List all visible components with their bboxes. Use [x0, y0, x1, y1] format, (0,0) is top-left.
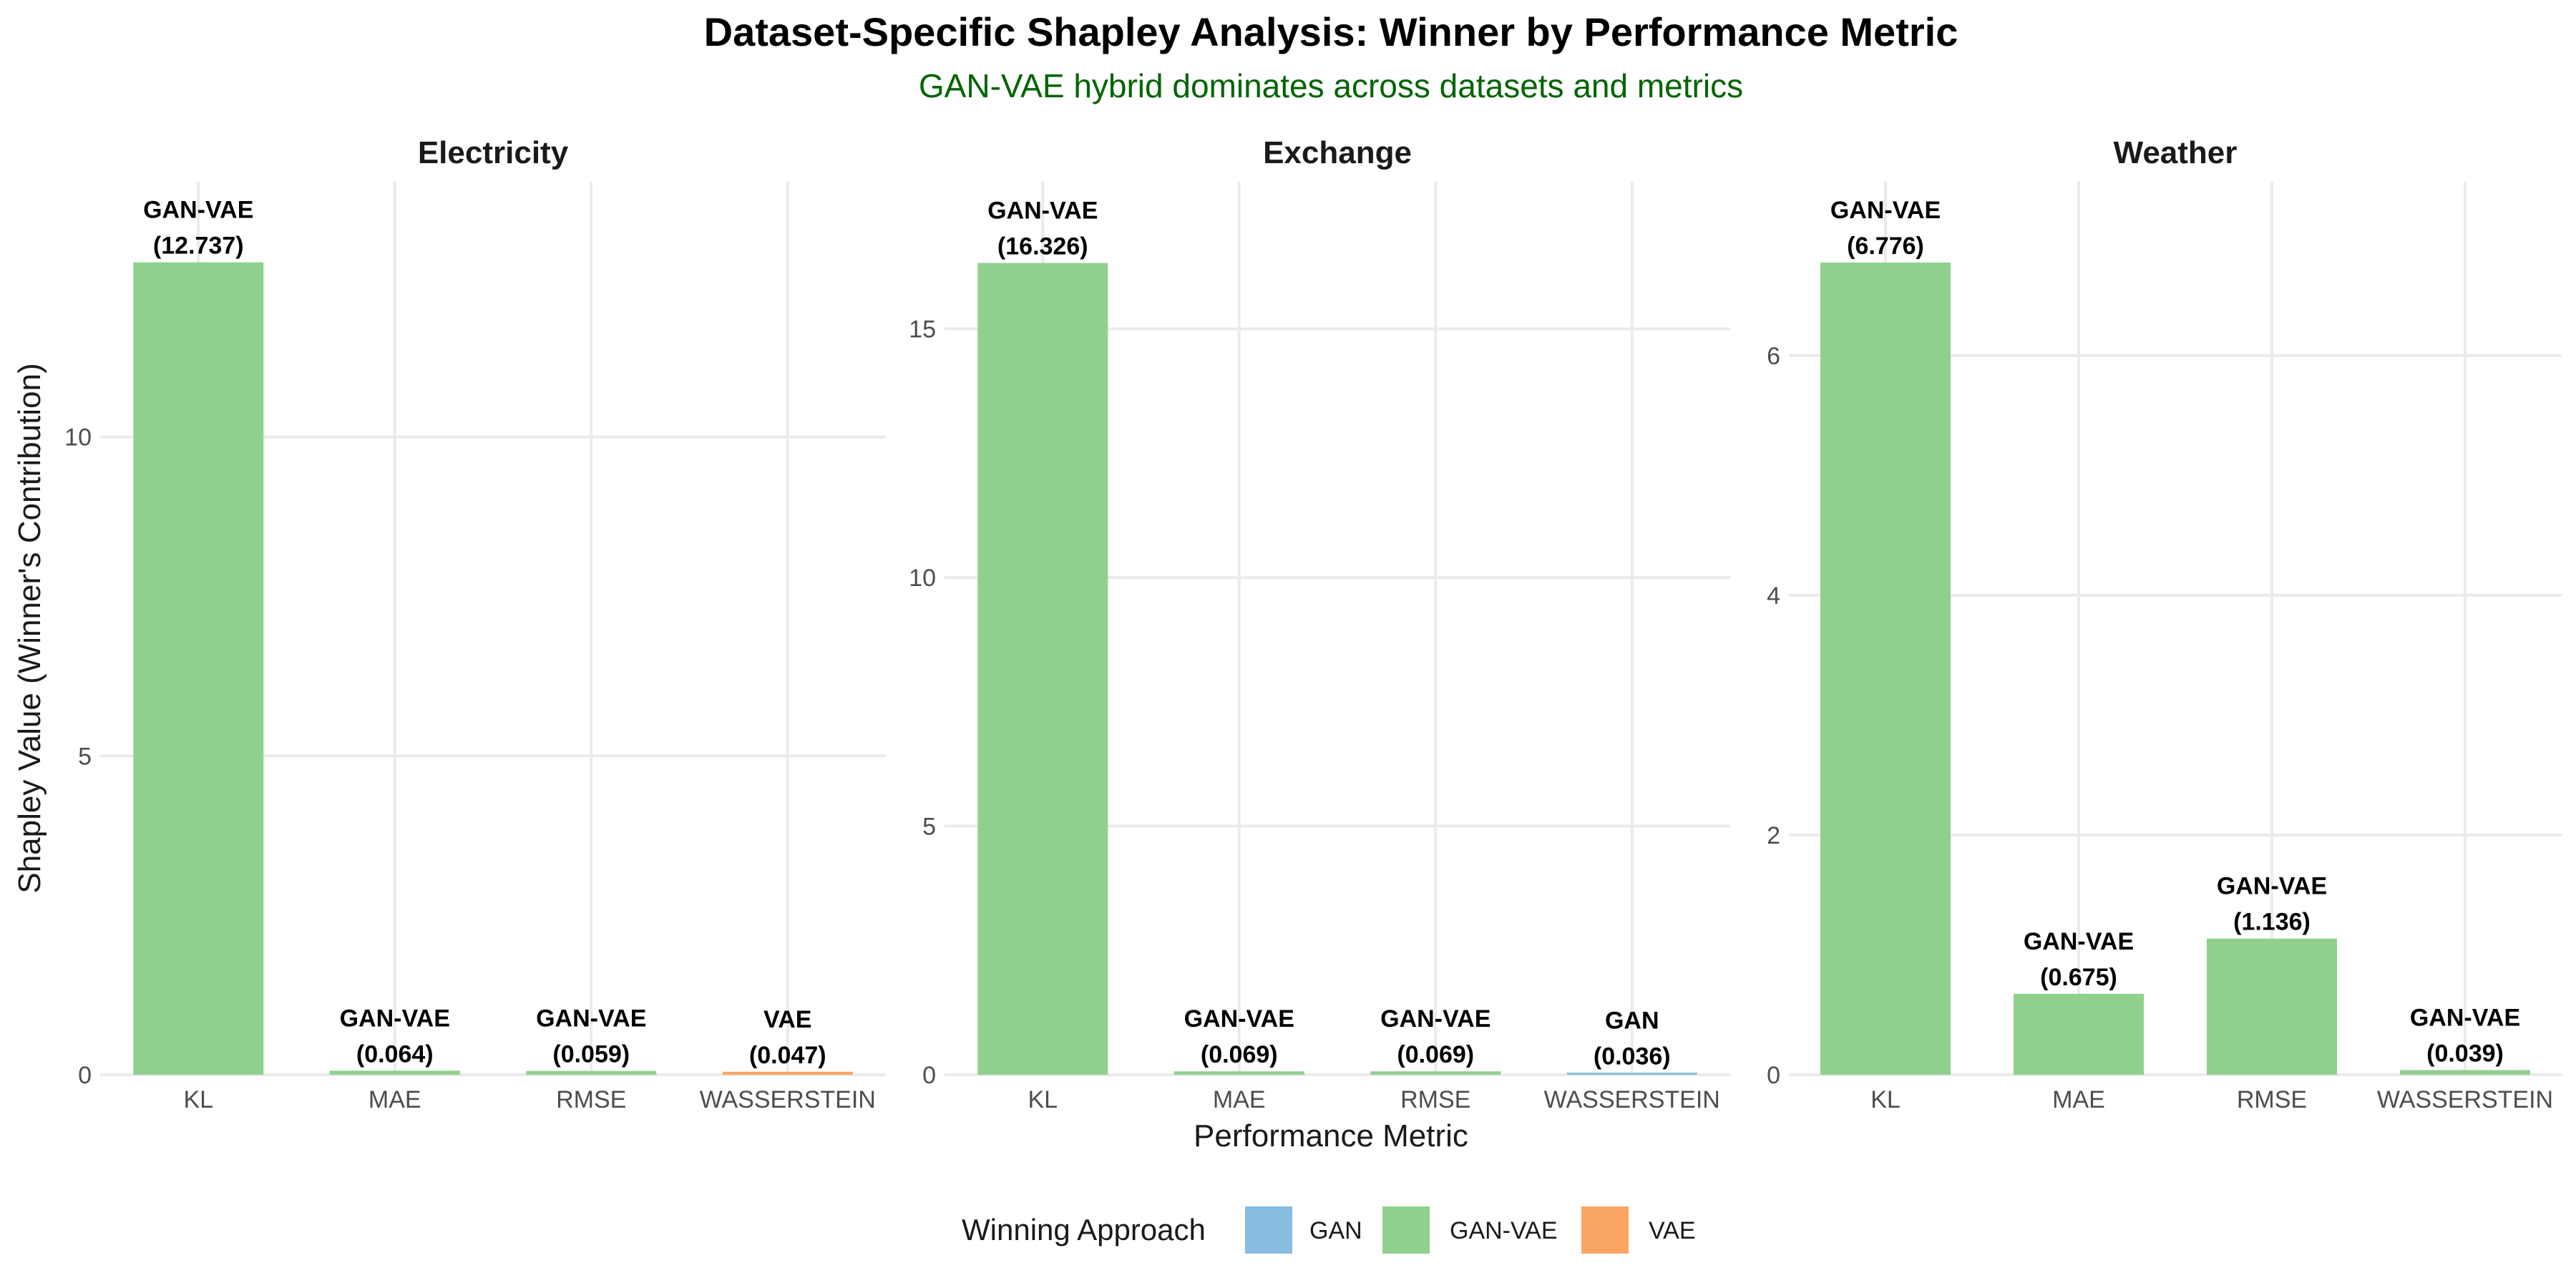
chart-title: Dataset-Specific Shapley Analysis: Winne…: [704, 9, 1958, 54]
bar-winner-label: GAN-VAE: [143, 197, 253, 224]
legend-title: Winning Approach: [962, 1213, 1206, 1246]
bar-value-label: (16.326): [997, 233, 1088, 260]
bar-value-label: (0.036): [1594, 1043, 1671, 1070]
bar-rmse: [2207, 938, 2337, 1075]
bar-value-label: (0.047): [749, 1042, 826, 1069]
bar-winner-label: GAN-VAE: [1830, 197, 1941, 224]
y-tick-label: 5: [78, 743, 92, 770]
x-tick-label: MAE: [2052, 1086, 2105, 1113]
bar-wasserstein: [722, 1071, 853, 1075]
bar-mae: [1174, 1071, 1304, 1075]
legend-swatch-gan: [1245, 1206, 1292, 1254]
facet-title: Weather: [2114, 135, 2238, 170]
bar-winner-label: GAN: [1605, 1007, 1659, 1034]
bar-kl: [133, 262, 264, 1075]
y-tick-label: 0: [1767, 1062, 1780, 1089]
x-tick-label: RMSE: [1400, 1086, 1470, 1113]
bar-wasserstein: [2400, 1070, 2530, 1075]
bar-mae: [329, 1070, 460, 1075]
x-tick-label: KL: [1870, 1086, 1901, 1113]
bar-value-label: (1.136): [2233, 909, 2311, 936]
facet-electricity: Electricity 0 5 10 GAN-VAE (12.737) GAN-VAE (0.…: [64, 135, 886, 1113]
y-tick-label: 2: [1767, 822, 1780, 849]
bar-wasserstein: [1566, 1073, 1697, 1075]
legend-swatch-vae: [1581, 1206, 1629, 1254]
bar-winner-label: GAN-VAE: [987, 197, 1098, 225]
bar-mae: [2014, 993, 2144, 1075]
y-tick-label: 5: [922, 814, 936, 841]
chart-subtitle: GAN-VAE hybrid dominates across datasets…: [919, 67, 1743, 104]
bar-rmse: [1370, 1071, 1501, 1075]
bar-value-label: (6.776): [1847, 233, 1924, 260]
bar-winner-label: GAN-VAE: [1380, 1005, 1491, 1033]
y-tick-label: 10: [909, 565, 936, 592]
x-tick-label: WASSERSTEIN: [700, 1086, 876, 1113]
x-tick-label: RMSE: [556, 1086, 626, 1113]
legend-swatch-gan-vae: [1382, 1206, 1430, 1254]
x-tick-label: KL: [1028, 1086, 1058, 1113]
bar-winner-label: GAN-VAE: [340, 1005, 450, 1032]
bar-winner-label: GAN-VAE: [2410, 1004, 2520, 1031]
bar-rmse: [526, 1070, 657, 1075]
x-tick-label: WASSERSTEIN: [1544, 1086, 1720, 1113]
bar-value-label: (0.039): [2426, 1040, 2504, 1067]
bar-value-label: (0.069): [1397, 1041, 1474, 1068]
bar-winner-label: GAN-VAE: [1184, 1005, 1294, 1033]
facet-title: Exchange: [1263, 135, 1412, 170]
x-tick-label: WASSERSTEIN: [2377, 1086, 2553, 1113]
x-tick-label: RMSE: [2237, 1086, 2307, 1113]
facet-exchange: Exchange 0 5 10 15 GAN-VAE (16.326) GAN-VAE (0.0…: [909, 135, 1730, 1113]
bar-winner-label: GAN-VAE: [2217, 873, 2327, 900]
bar-winner-label: VAE: [763, 1006, 811, 1033]
bar-kl: [1820, 262, 1951, 1075]
y-axis-title: Shapley Value (Winner's Contribution): [12, 363, 47, 893]
x-axis-title: Performance Metric: [1194, 1118, 1468, 1153]
bar-winner-label: GAN-VAE: [536, 1005, 646, 1033]
bar-value-label: (0.069): [1201, 1041, 1278, 1068]
bar-value-label: (0.675): [2040, 964, 2117, 991]
bar-value-label: (0.064): [356, 1040, 434, 1068]
facet-title: Electricity: [418, 135, 569, 170]
x-tick-label: MAE: [369, 1086, 421, 1113]
x-tick-label: MAE: [1213, 1086, 1266, 1113]
x-tick-label: KL: [183, 1086, 213, 1113]
bar-value-label: (0.059): [552, 1041, 630, 1068]
y-tick-label: 0: [78, 1062, 92, 1089]
facet-weather: Weather 0 2 4 6 GAN-VAE (6.776) GAN-VAE (0.675) G…: [1767, 135, 2562, 1113]
legend-label-gan: GAN: [1309, 1217, 1362, 1244]
y-tick-label: 4: [1767, 582, 1780, 610]
legend: Winning Approach GAN GAN-VAE VAE: [962, 1206, 1696, 1254]
legend-label-vae: VAE: [1649, 1217, 1696, 1244]
y-tick-label: 10: [64, 424, 92, 452]
legend-label-gan-vae: GAN-VAE: [1450, 1217, 1558, 1244]
bar-kl: [977, 263, 1108, 1075]
bar-winner-label: GAN-VAE: [2024, 928, 2134, 955]
bar-value-label: (12.737): [153, 233, 244, 260]
facet-panels: Electricity 0 5 10 GAN-VAE (12.737) GAN-VAE (0.…: [64, 135, 2562, 1113]
y-tick-label: 0: [922, 1062, 936, 1089]
y-tick-label: 6: [1767, 343, 1780, 370]
y-tick-label: 15: [909, 316, 936, 343]
